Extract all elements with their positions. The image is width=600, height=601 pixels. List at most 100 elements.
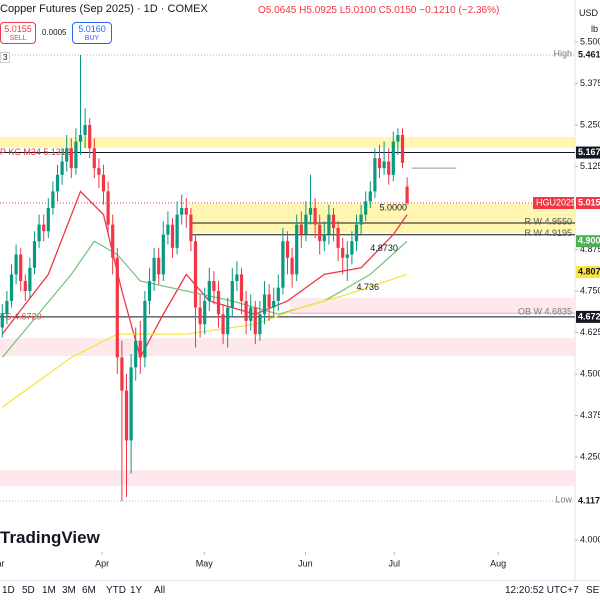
candle-body (244, 300, 248, 321)
candle-body (235, 274, 239, 282)
candle-body (308, 208, 313, 215)
candle-body (239, 274, 244, 301)
candle-body (120, 357, 124, 391)
candle-body (19, 254, 23, 282)
price-label-bg (576, 197, 600, 210)
range-button[interactable]: 5D (22, 585, 35, 596)
chart: P KC M34 5.1310 TS 4.6720 OB W 4.6835 R W 4… (0, 0, 600, 580)
range-button[interactable]: 1Y (130, 585, 143, 596)
candle-body (336, 227, 340, 248)
range-button[interactable]: 6M (82, 585, 96, 596)
candle-body (354, 224, 359, 242)
candle-body (350, 241, 354, 255)
candle-body (115, 257, 119, 358)
candle-body (51, 191, 55, 208)
buy-price: 5.0160 (78, 24, 106, 34)
candle-body (152, 257, 156, 282)
settings[interactable]: SET (586, 585, 600, 596)
candle-body (0, 314, 4, 328)
zone (189, 204, 575, 233)
y-tick-label: 5.250 (580, 119, 600, 129)
candle-body (207, 281, 211, 301)
candle-body (253, 307, 257, 335)
ohlc-readout: O5.0645 H5.0925 L5.0100 C5.0150 −0.1210 … (258, 5, 500, 16)
candle-body (387, 161, 391, 175)
candle-body (364, 201, 368, 215)
y-tick-label: 5.500 (580, 36, 600, 46)
price-label-bg (576, 310, 600, 323)
candle-body (23, 281, 27, 291)
candle-body (143, 300, 147, 358)
bottom-toolbar: 12:20:52 UTC+7 SET 1D 5D 1M 3M 6M YTD 1Y All (0, 580, 600, 601)
candle-body (226, 307, 230, 335)
symbol-tag-bg (533, 197, 574, 210)
x-tick-label: Aug (490, 558, 506, 568)
candle-body (134, 340, 138, 368)
candle-body (249, 307, 253, 321)
candle-body (396, 134, 400, 142)
candle-body (46, 208, 50, 232)
logo: TradingView (0, 528, 100, 547)
zone (0, 136, 575, 148)
y-tick-label: 4.500 (580, 368, 600, 378)
sell-button[interactable]: 5.0155 SELL (0, 22, 36, 44)
y-tick-label: 4.250 (580, 451, 600, 461)
range-button[interactable]: All (154, 585, 166, 596)
candle-body (32, 241, 37, 268)
annotation: 4.8730 (370, 243, 398, 253)
price-label-bg (576, 235, 600, 248)
range-button[interactable]: 1D (2, 585, 15, 596)
candle-body (203, 300, 207, 325)
range-button[interactable]: YTD (106, 585, 126, 596)
candle-body (37, 224, 41, 242)
spread: 0.0005 (42, 28, 67, 37)
candle-body (322, 234, 326, 242)
candle-body (88, 125, 92, 149)
x-tick-label: Mar (0, 558, 5, 568)
candle-body (345, 254, 349, 258)
candle-body (170, 224, 175, 248)
y-tick-label: 4.375 (580, 410, 600, 420)
candle-body (138, 340, 142, 358)
candle-body (157, 257, 161, 275)
level-label: Low (555, 495, 572, 505)
candle-body (55, 174, 60, 192)
plot-area: P KC M34 5.1310 TS 4.6720 OB W 4.6835 R W 4… (0, 48, 575, 505)
moving-average (1, 190, 408, 360)
candle-body (28, 267, 32, 291)
candle-body (101, 174, 106, 192)
price-label-bg (576, 48, 600, 61)
indicator-count[interactable]: 3 (0, 52, 11, 63)
candle-body (304, 214, 308, 235)
candle-body (331, 214, 336, 228)
level-label: OB W 4.6835 (518, 306, 572, 316)
price-label-bg (576, 495, 600, 508)
candle-body (9, 274, 14, 301)
currency: USD (578, 8, 598, 18)
buy-button[interactable]: 5.0160 BUY (72, 22, 112, 44)
candle-body (341, 247, 345, 258)
range-button[interactable]: 1M (42, 585, 56, 596)
candle-body (42, 224, 46, 232)
candle-body (212, 281, 216, 291)
candle-body (74, 141, 78, 169)
candle-body (83, 125, 87, 135)
candle-body (285, 241, 290, 258)
candle-body (97, 168, 101, 175)
sell-price: 5.0155 (4, 24, 32, 34)
candle-body (318, 224, 322, 242)
candle-body (65, 148, 69, 162)
candle-body (281, 241, 285, 288)
zone (0, 338, 575, 357)
annotation: 4.736 (357, 282, 380, 292)
price-label-bg (576, 146, 600, 159)
candle-body (295, 224, 299, 275)
candle-body (92, 148, 96, 169)
candle-body (373, 158, 377, 192)
candle-body (60, 161, 64, 175)
candle-body (129, 367, 133, 441)
price-label: 5.461 (578, 49, 600, 59)
candle-body (258, 314, 262, 335)
candle-body (230, 281, 234, 308)
range-button[interactable]: 3M (62, 585, 76, 596)
